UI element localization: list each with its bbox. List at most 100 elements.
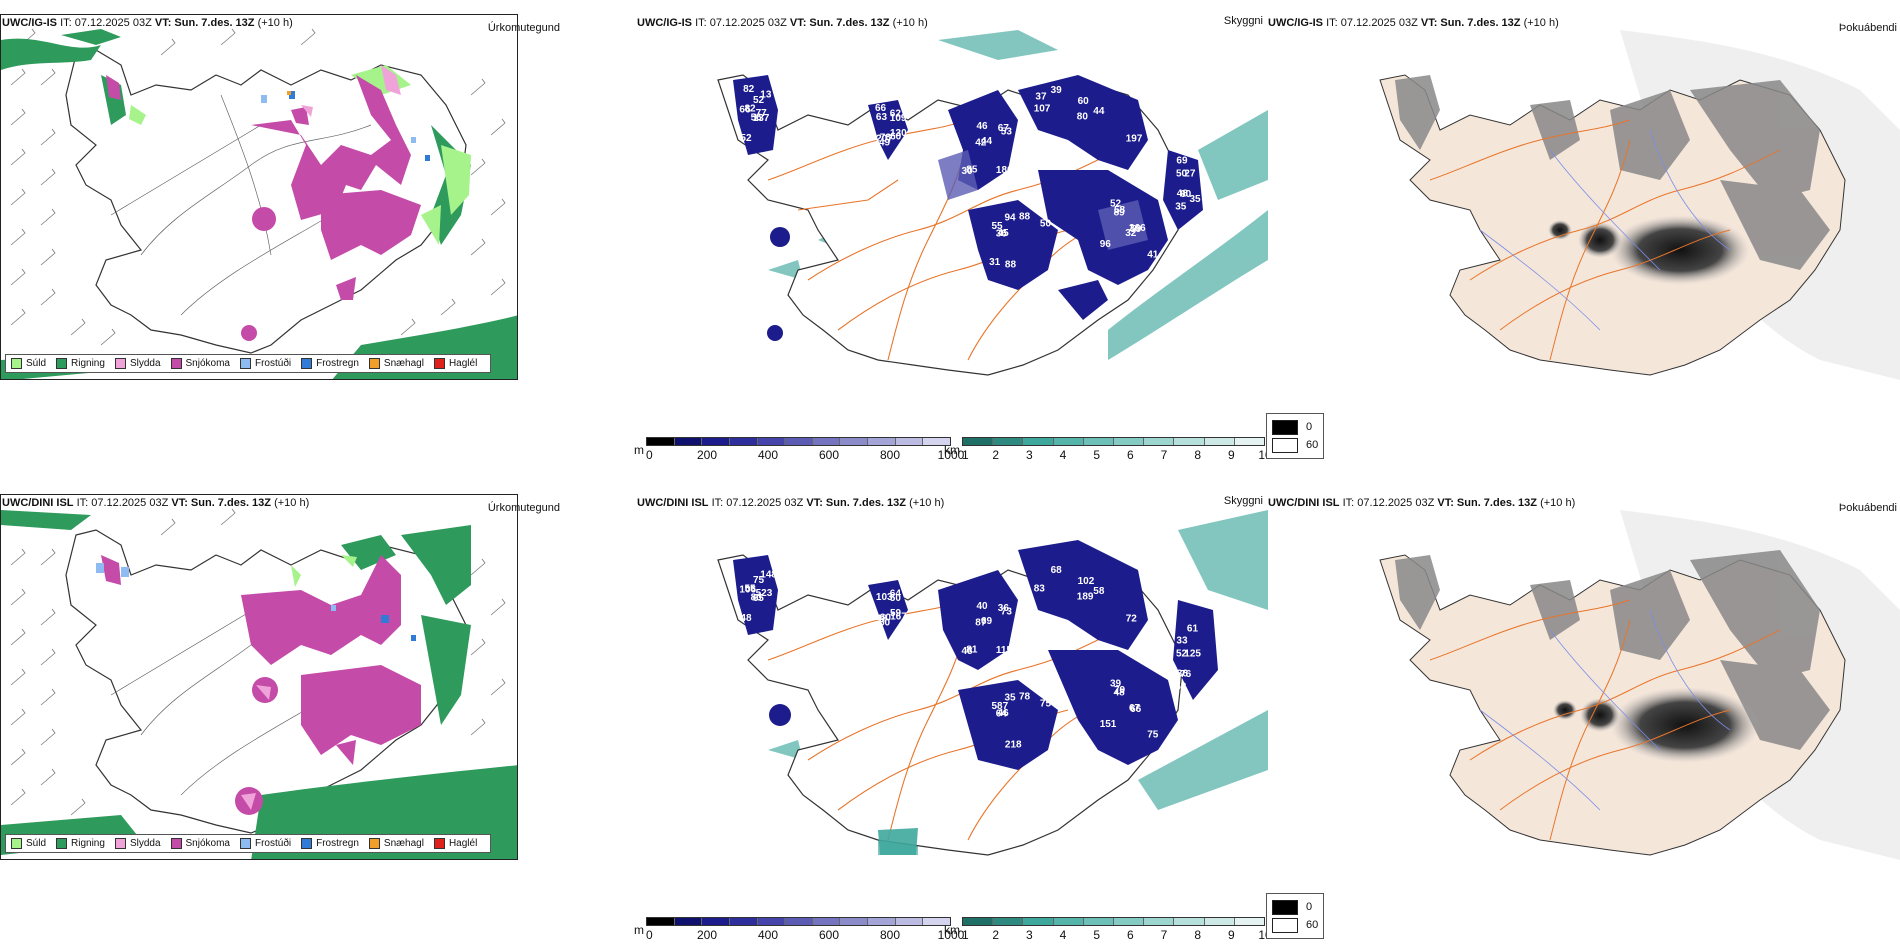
precip-panel-row2: Súld Rigning Slydda Snjókoma Frostúði Fr… [0,494,518,860]
init-time: IT: 07.12.2025 03Z [711,497,804,509]
cloud-height-label: 72 [1126,614,1138,625]
cloud-height-label: 55 [992,221,1004,232]
legend-snaehagl: Snæhagl [368,838,424,849]
cloud-height-label: 266 [1129,223,1146,234]
legend-snjokoma: Snjókoma [170,838,230,849]
lead-time: (+10 h) [892,17,928,29]
colorbar-tick: 4 [1059,448,1067,462]
cloud-height-label: 82 [745,104,757,115]
cloud-height-label: 148 [760,569,777,580]
cloud-height-label: 48 [1177,188,1189,199]
valid-time: Sun. 7.des. 13Z [809,17,890,29]
colorbar-cell [757,918,786,925]
legend-label: Súld [26,358,47,369]
colorbar-tick: 5 [1093,928,1100,942]
colorbar-tick: 400 [757,928,779,942]
colorbar-tick: 0 [646,448,653,462]
cloud-panel-row1: 137 63 42 67 58 60 88 52 62 44 39 41 50 50 56 109 30 60 52… [638,30,1268,380]
cloud-height-label: 61 [1187,623,1199,634]
cloud-height-label: 39 [1051,85,1063,96]
cloud-height-label: 49 [879,137,891,148]
colorbar-cell [923,438,951,445]
cloud-height-label: 48 [962,646,974,657]
legend-label: Frostúði [254,838,292,849]
colorbar-cell [785,918,813,925]
cloud-height-label: 69 [981,616,993,627]
title-cloud-row1: Skyggni [1223,15,1263,27]
cloud-height-label: 66 [1130,704,1142,715]
cloud-height-label: 39 [1110,678,1122,689]
colorbar-tick: 6 [1126,448,1134,462]
cloud-height-label: 107 [1034,104,1051,115]
cloud-height-label: 151 [1100,719,1117,730]
colorbar-unit: m [634,923,644,937]
legend-haglel: Haglél [433,838,477,849]
cloud-height-label: 67 [1129,703,1141,714]
cloud-height-label: 59 [1130,224,1142,235]
visibility-colorbar-row1: km 1 2 3 4 5 6 7 8 9 10 [944,437,1272,462]
colorbar-cell [757,438,786,445]
colorbar-cell [1144,918,1175,925]
cloud-height-label: 48 [1114,687,1126,698]
colorbar-cell [812,438,841,445]
colorbar-tick: 600 [818,928,840,942]
cloud-height-label: 13 [760,89,772,100]
colorbar-cell [1234,438,1265,445]
cloud-height-label: 83 [1034,584,1046,595]
lead-time: (+10 h) [1523,17,1559,29]
legend-haglel: Haglél [433,358,478,369]
model-name: UWC/DINI ISL [1268,497,1340,509]
cloud-height-label: 78 [1041,615,1053,626]
cloud-height-label: 35 [1005,692,1017,703]
cloud-panel-row2: 65 103 87 78 79 76 78 75 64 69 68 75 52 75 80 50 48 102 39… [638,510,1268,860]
colorbar-cell [840,438,869,445]
cloud-height-label: 125 [1184,648,1201,659]
vt-label: VT: [1420,17,1438,29]
fog-area [1395,550,1830,750]
colorbar-ticks: 1 2 3 4 5 6 7 8 9 10 [962,928,1272,942]
legend-label: Slydda [129,358,161,369]
colorbar-cell [1053,918,1084,925]
cloud-height-label: 80 [751,592,763,603]
cloud-height-label: 46 [977,121,989,132]
colorbar-cell [993,438,1024,445]
cloud-height-label: 52 [1176,649,1188,660]
colorbar-cell [1114,918,1145,925]
fog-area [1395,75,1830,270]
cloud-height-label: 53 [1001,127,1013,138]
colorbar-cell [868,438,896,445]
colorbar-cell [963,918,994,925]
init-time: IT: 07.12.2025 03Z [1342,497,1435,509]
legend-snaehagl: Snæhagl [368,358,424,369]
lead-time: (+10 h) [274,497,310,509]
colorbar-cell [1234,918,1265,925]
cloud-height-label: 73 [1001,607,1013,618]
cloud-height-label: 68 [1051,565,1063,576]
colorbar-cell [923,918,951,925]
cloud-height-labels: 137 63 42 67 58 60 88 52 62 44 39 41 50 50 56 109 30 60 52… [739,84,1201,270]
cloud-height-label: 88 [1019,212,1031,223]
cloud-base-colorbar-row2: m 0 200 400 600 800 1000 [634,917,964,942]
cloud-height-label: 115 [996,645,1013,656]
cloud-height-label: 42 [975,137,987,148]
colorbar-tick: 7 [1160,448,1168,462]
cloud-height-label: 48 [740,613,752,624]
colorbar-cell [963,438,994,445]
colorbar-tick: 3 [1025,448,1033,462]
legend-label: Súld [26,838,47,849]
colorbar-cell [1204,918,1235,925]
cloud-height-label: 36 [998,603,1010,614]
header-cloud-row2: UWC/DINI ISL IT: 07.12.2025 03Z VT: Sun.… [637,497,944,509]
colorbar-tick: 0 [646,928,653,942]
cloud-height-label: 55 [745,584,757,595]
colorbar-tick: 200 [696,448,718,462]
colorbar-cells [646,917,951,926]
lead-time: (+10 h) [257,17,293,29]
init-time: IT: 07.12.2025 03Z [76,497,169,509]
legend-label: Haglél [448,358,478,369]
cloud-height-label: 58 [1093,586,1105,597]
cloud-height-label: 30 [962,166,974,177]
colorbar-tick: 4 [1059,928,1067,942]
precip-legend-row2: Súld Rigning Slydda Snjókoma Frostúði Fr… [5,834,492,853]
colorbar-tick: 400 [757,448,779,462]
